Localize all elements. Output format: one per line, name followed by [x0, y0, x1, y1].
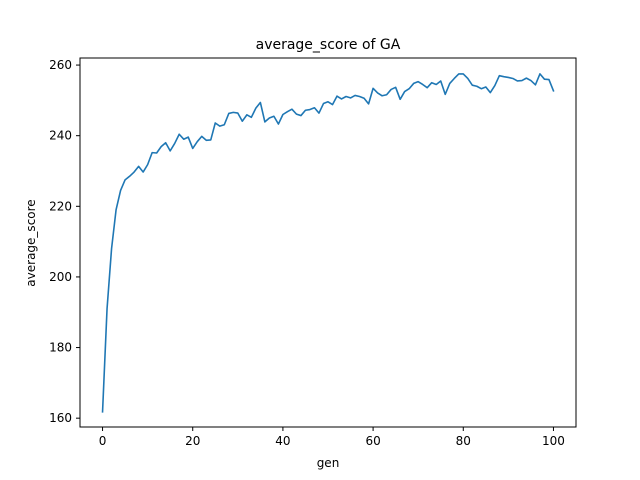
series-line-0 — [101, 73, 555, 413]
y-tick-label: 260 — [49, 58, 72, 72]
x-tick-label: 20 — [185, 434, 200, 448]
y-tick-label: 240 — [49, 129, 72, 143]
chart-title: average_score of GA — [256, 37, 401, 53]
x-tick-label: 0 — [99, 434, 107, 448]
x-tick-label: 60 — [365, 434, 380, 448]
y-tick-label: 180 — [49, 341, 72, 355]
y-tick-label: 200 — [49, 270, 72, 284]
x-axis-ticks: 0 20 40 60 80 100 — [99, 427, 565, 448]
plot-area — [79, 57, 577, 428]
x-tick-label: 100 — [542, 434, 565, 448]
y-tick-label: 160 — [49, 411, 72, 425]
plot-frame — [79, 57, 577, 428]
x-axis-label: gen — [317, 456, 340, 470]
y-axis-ticks: 160 180 200 220 240 260 — [49, 58, 80, 425]
y-tick-label: 220 — [49, 199, 72, 213]
y-axis-label: average_score — [24, 199, 38, 286]
x-tick-label: 40 — [275, 434, 290, 448]
x-tick-label: 80 — [456, 434, 471, 448]
